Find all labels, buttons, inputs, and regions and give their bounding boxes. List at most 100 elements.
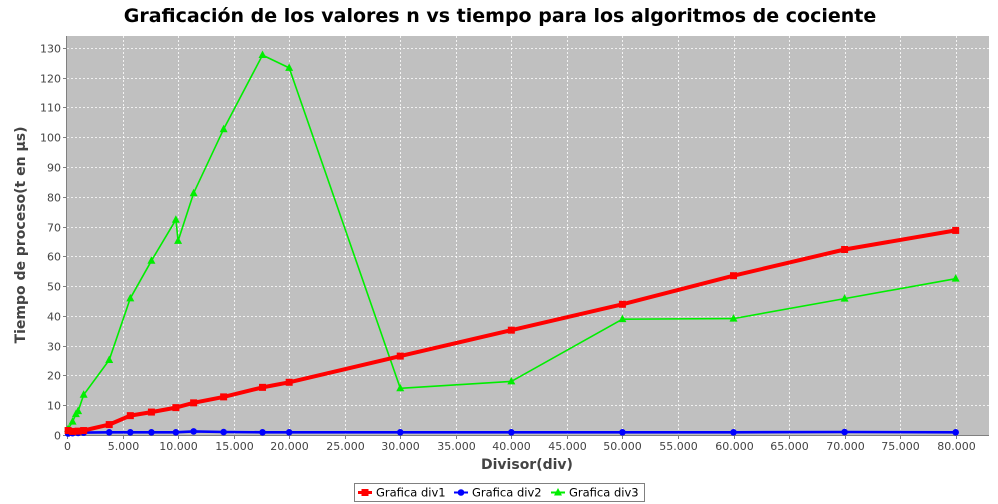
- legend-marker-grafica-div2: [457, 489, 465, 496]
- data-point-grafica-div3: [126, 293, 135, 302]
- legend-marker-grafica-div3: [554, 488, 562, 496]
- x-tick-label: 30.000: [381, 440, 420, 453]
- x-tick-label: 45.000: [548, 440, 587, 453]
- data-point-grafica-div3: [951, 274, 960, 282]
- data-point-grafica-div3: [174, 236, 183, 244]
- data-point-grafica-div1: [190, 399, 198, 407]
- x-tick-label: 0: [64, 440, 71, 453]
- data-point-grafica-div3: [68, 417, 77, 425]
- data-point-grafica-div1: [172, 404, 180, 412]
- y-tick-label: 90: [47, 162, 61, 175]
- x-axis-ticks: 0 5.000 10.000 15.000 20.000 25.000 30.000 35.0…: [64, 435, 976, 453]
- y-tick-label: 50: [47, 281, 61, 294]
- legend-item-grafica-div2: Grafica div2: [454, 486, 542, 500]
- data-point-grafica-div1: [69, 427, 77, 435]
- data-point-grafica-div2: [730, 429, 737, 436]
- data-point-grafica-div1: [841, 245, 849, 253]
- data-point-grafica-div3: [171, 215, 180, 223]
- data-point-grafica-div1: [64, 427, 72, 435]
- legend-label-grafica-div1: Grafica div1: [376, 486, 446, 500]
- x-tick-label: 60.000: [715, 440, 754, 453]
- data-point-grafica-div2: [841, 428, 848, 436]
- data-point-grafica-div1: [285, 378, 293, 386]
- y-gridlines: [67, 48, 989, 406]
- y-tick-label: 100: [40, 132, 61, 145]
- x-tick-label: 5.000: [108, 440, 140, 453]
- data-point-grafica-div1: [507, 326, 515, 334]
- data-point-grafica-div2: [105, 429, 113, 436]
- y-tick-label: 130: [40, 43, 61, 56]
- y-tick-label: 10: [47, 400, 61, 413]
- data-point-grafica-div3: [258, 50, 267, 59]
- data-point-grafica-div3: [147, 256, 156, 264]
- x-tick-label: 70.000: [826, 440, 865, 453]
- y-tick-label: 70: [47, 222, 61, 235]
- data-point-grafica-div2: [619, 429, 626, 436]
- data-point-grafica-div3: [396, 383, 405, 392]
- data-point-grafica-div1: [105, 421, 113, 429]
- y-axis-ticks: 0 10 20 30 40 50 60 70 80 90 100 110 120 130: [40, 43, 67, 443]
- legend-item-grafica-div1: Grafica div1: [358, 486, 446, 500]
- data-point-grafica-div3: [189, 188, 198, 197]
- legend-label-grafica-div2: Grafica div2: [472, 486, 542, 500]
- data-point-grafica-div1: [147, 408, 155, 416]
- legend-box: [354, 483, 645, 502]
- y-tick-label: 110: [40, 102, 61, 115]
- x-tick-label: 20.000: [270, 440, 309, 453]
- legend: Grafica div1 Grafica div2 Grafica div3: [354, 483, 645, 502]
- data-point-grafica-div2: [259, 429, 266, 436]
- legend-label-grafica-div3: Grafica div3: [569, 486, 639, 500]
- y-tick-label: 40: [47, 311, 61, 324]
- y-tick-label: 80: [47, 192, 61, 205]
- data-point-grafica-div1: [126, 412, 134, 420]
- series-grafica-div1: [64, 226, 960, 435]
- data-point-grafica-div2: [952, 429, 959, 436]
- data-point-grafica-div1: [730, 272, 738, 280]
- y-tick-label: 0: [54, 430, 61, 443]
- data-point-grafica-div3: [79, 390, 88, 398]
- data-point-grafica-div3: [219, 124, 228, 133]
- data-point-grafica-div3: [105, 355, 114, 363]
- data-point-grafica-div2: [148, 429, 155, 436]
- data-point-grafica-div3: [840, 294, 849, 302]
- x-tick-label: 10.000: [159, 440, 198, 453]
- x-tick-label: 55.000: [659, 440, 698, 453]
- x-tick-label: 35.000: [437, 440, 476, 453]
- data-point-grafica-div1: [952, 226, 960, 234]
- y-tick-label: 120: [40, 73, 61, 86]
- data-point-grafica-div2: [172, 429, 180, 436]
- x-tick-label: 50.000: [603, 440, 642, 453]
- data-point-grafica-div2: [220, 428, 227, 436]
- data-point-grafica-div1: [74, 427, 82, 435]
- data-point-grafica-div1: [618, 300, 626, 308]
- x-axis-label: Divisor(div): [481, 457, 573, 473]
- data-point-grafica-div2: [285, 429, 293, 436]
- y-axis-label: Tiempo de proceso(t en µs): [13, 127, 29, 344]
- y-tick-label: 20: [47, 370, 61, 383]
- data-point-grafica-div2: [127, 429, 134, 436]
- data-point-grafica-div1: [220, 393, 228, 401]
- chart-title: Graficación de los valores n vs tiempo p…: [124, 5, 877, 27]
- plot-area: [67, 36, 989, 435]
- legend-item-grafica-div3: Grafica div3: [551, 486, 639, 500]
- x-tick-label: 75.000: [881, 440, 920, 453]
- x-tick-label: 15.000: [215, 440, 254, 453]
- data-point-grafica-div3: [618, 314, 627, 323]
- data-point-grafica-div2: [396, 429, 404, 436]
- data-point-grafica-div3: [507, 376, 516, 385]
- data-point-grafica-div1: [80, 427, 88, 435]
- data-point-grafica-div1: [259, 383, 267, 391]
- data-point-grafica-div2: [190, 428, 197, 435]
- data-point-grafica-div3: [729, 314, 738, 322]
- x-tick-label: 40.000: [492, 440, 531, 453]
- data-point-grafica-div3: [285, 63, 294, 71]
- data-point-grafica-div2: [508, 429, 515, 436]
- x-tick-label: 65.000: [770, 440, 809, 453]
- data-point-grafica-div1: [396, 352, 404, 360]
- data-point-grafica-div3: [74, 406, 83, 415]
- y-tick-label: 60: [47, 251, 61, 264]
- x-tick-label: 25.000: [326, 440, 365, 453]
- y-tick-label: 30: [47, 341, 61, 354]
- x-tick-label: 80.000: [937, 440, 976, 453]
